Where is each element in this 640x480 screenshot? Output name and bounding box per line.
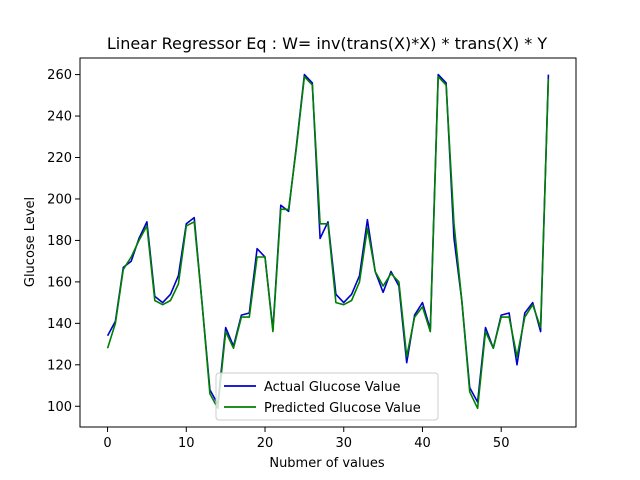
y-tick-label: 140 xyxy=(47,317,72,332)
legend-box xyxy=(215,372,439,421)
legend: Actual Glucose Value Predicted Glucose V… xyxy=(215,372,439,421)
plot-area-frame xyxy=(79,57,577,428)
x-tick-label: 40 xyxy=(414,436,431,451)
x-tick-label: 50 xyxy=(493,436,510,451)
y-tick-label: 160 xyxy=(47,275,72,290)
y-tick-label: 200 xyxy=(47,192,72,207)
x-tick-label: 30 xyxy=(335,436,352,451)
series-line-predicted xyxy=(106,75,550,410)
legend-label-actual: Actual Glucose Value xyxy=(264,380,401,395)
y-tick-label: 260 xyxy=(47,68,72,83)
x-axis-ticks: 0 10 20 30 40 50 xyxy=(103,427,509,451)
legend-label-predicted: Predicted Glucose Value xyxy=(264,401,421,416)
plot-lines xyxy=(106,73,550,410)
y-tick-label: 220 xyxy=(47,151,72,166)
y-axis-label: Glucose Level xyxy=(23,197,38,287)
x-tick-label: 20 xyxy=(257,436,274,451)
x-tick-label: 10 xyxy=(178,436,195,451)
y-tick-label: 120 xyxy=(47,358,72,373)
x-axis-label: Nubmer of values xyxy=(269,456,385,471)
y-tick-label: 240 xyxy=(47,110,72,125)
chart-title: Linear Regressor Eq : W= inv(trans(X)*X)… xyxy=(107,34,548,53)
y-tick-label: 180 xyxy=(47,234,72,249)
y-tick-label: 100 xyxy=(47,400,72,415)
y-axis-ticks: 100 120 140 160 180 200 220 240 260 xyxy=(47,68,80,415)
x-tick-label: 0 xyxy=(103,436,111,451)
series-line-actual xyxy=(106,73,550,406)
